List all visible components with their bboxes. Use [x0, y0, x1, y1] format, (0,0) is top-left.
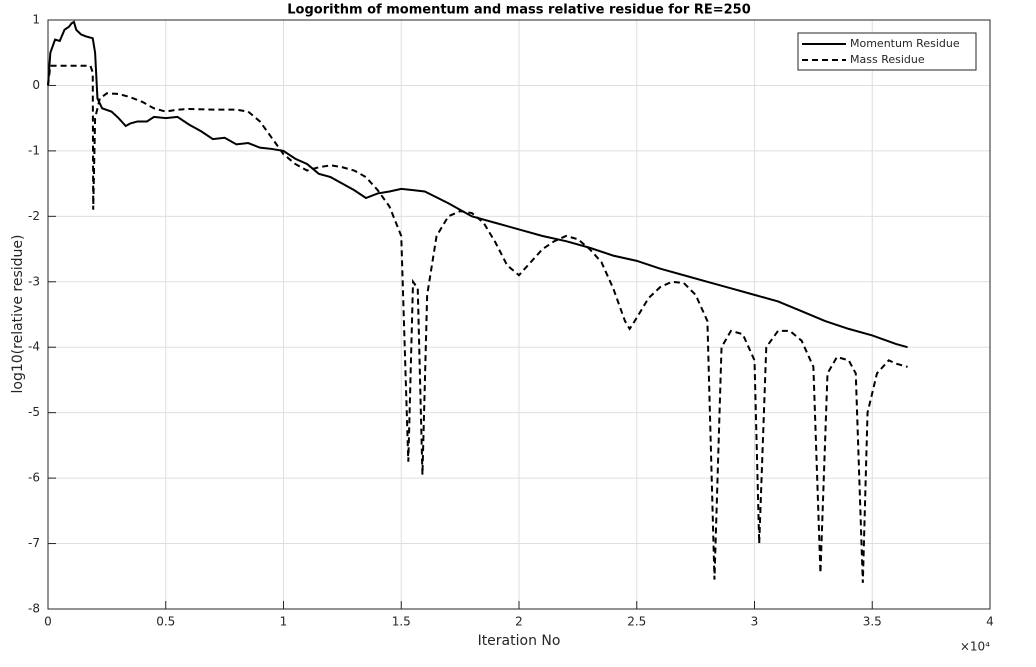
y-tick-label: -6 [28, 471, 40, 485]
x-tick-label: 3.5 [863, 615, 882, 629]
y-tick-label: -1 [28, 143, 40, 157]
y-tick-label: -2 [28, 209, 40, 223]
y-tick-label: -3 [28, 274, 40, 288]
y-tick-label: 0 [32, 78, 40, 92]
y-tick-label: -8 [28, 602, 40, 616]
y-tick-label: -5 [28, 405, 40, 419]
y-tick-label: -7 [28, 536, 40, 550]
y-axis-label: log10(relative residue) [10, 235, 26, 394]
x-tick-label: 1 [280, 615, 288, 629]
x-tick-label: 2.5 [627, 615, 646, 629]
data-line [47, 20, 908, 349]
y-tick-label: -4 [28, 340, 40, 354]
data-line [47, 64, 908, 583]
legend-label: Mass Residue [850, 53, 925, 66]
x-tick-label: 4 [986, 615, 994, 629]
legend-label: Momentum Residue [850, 37, 960, 50]
x-axis-label: Iteration No [478, 633, 561, 649]
x-tick-label: 0 [44, 615, 52, 629]
x-tick-label: 2 [515, 615, 523, 629]
plot-frame [47, 19, 991, 610]
x-multiplier: ×10⁴ [960, 640, 990, 654]
legend-box [797, 32, 977, 71]
chart-title: Logorithm of momentum and mass relative … [287, 3, 751, 18]
x-tick-label: 3 [751, 615, 759, 629]
x-tick-label: 0.5 [156, 615, 175, 629]
y-tick-label: 1 [32, 13, 40, 27]
x-tick-label: 1.5 [392, 615, 411, 629]
